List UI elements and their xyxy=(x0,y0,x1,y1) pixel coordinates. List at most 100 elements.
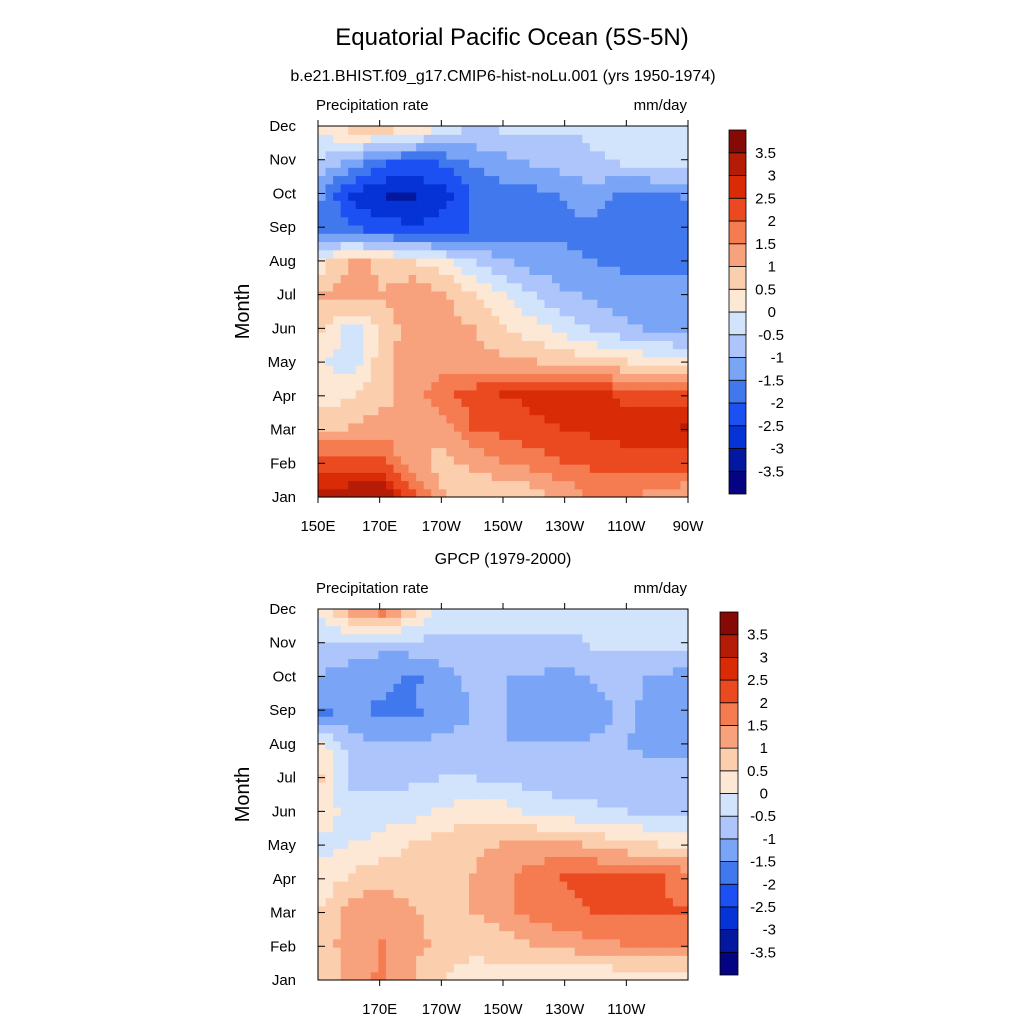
heatmap-cell xyxy=(665,782,674,791)
heatmap-cell xyxy=(370,848,380,857)
heatmap-cell xyxy=(506,249,515,259)
heatmap-cell xyxy=(665,963,674,973)
heatmap-cell xyxy=(665,633,674,643)
heatmap-cell xyxy=(385,641,395,651)
heatmap-cell xyxy=(401,183,410,193)
heatmap-cell xyxy=(514,307,523,317)
heatmap-cell xyxy=(438,373,447,383)
heatmap-cell xyxy=(453,241,463,251)
heatmap-cell xyxy=(635,431,644,440)
heatmap-cell xyxy=(491,740,500,750)
heatmap-cell xyxy=(680,864,689,874)
heatmap-cell xyxy=(393,872,402,882)
heatmap-cell xyxy=(318,971,327,981)
heatmap-cell xyxy=(378,765,387,775)
heatmap-cell xyxy=(340,447,349,457)
heatmap-cell xyxy=(635,299,644,308)
heatmap-cell xyxy=(363,617,372,627)
heatmap-cell xyxy=(453,398,463,407)
heatmap-cell xyxy=(355,150,364,160)
heatmap-cell xyxy=(582,798,591,808)
heatmap-cell xyxy=(521,447,531,457)
heatmap-cell xyxy=(627,356,636,366)
heatmap-cell xyxy=(544,332,553,341)
heatmap-cell xyxy=(552,480,561,490)
heatmap-cell xyxy=(642,158,651,168)
heatmap-cell xyxy=(627,167,636,177)
heatmap-cell xyxy=(650,922,659,932)
heatmap-cell xyxy=(370,955,380,965)
heatmap-cell xyxy=(491,233,500,243)
heatmap-cell xyxy=(620,782,629,791)
heatmap-cell xyxy=(401,282,410,292)
colorbar-swatch xyxy=(719,656,739,681)
heatmap-cell xyxy=(333,241,342,251)
heatmap-cell xyxy=(567,315,576,325)
heatmap-cell xyxy=(635,815,644,824)
heatmap-cell xyxy=(333,674,342,684)
heatmap-cell xyxy=(642,625,651,635)
heatmap-cell xyxy=(552,625,561,635)
heatmap-cell xyxy=(333,307,342,317)
heatmap-cell xyxy=(416,142,425,152)
heatmap-cell xyxy=(506,691,515,701)
heatmap-cell xyxy=(408,257,417,267)
heatmap-cell xyxy=(476,955,485,965)
heatmap-cell xyxy=(423,699,432,709)
heatmap-cell xyxy=(612,815,621,824)
heatmap-cell xyxy=(604,905,614,915)
heatmap-cell xyxy=(318,167,327,177)
heatmap-cell xyxy=(559,699,568,709)
heatmap-cell xyxy=(574,773,583,783)
heatmap-cell xyxy=(423,191,432,201)
heatmap-cell xyxy=(499,922,508,932)
heatmap-cell xyxy=(529,356,538,366)
heatmap-cell xyxy=(620,455,629,465)
heatmap-cell xyxy=(340,947,349,956)
heatmap-cell xyxy=(612,955,621,965)
heatmap-cell xyxy=(536,323,546,333)
heatmap-cell xyxy=(453,699,463,709)
heatmap-cell xyxy=(650,472,659,482)
heatmap-cell xyxy=(604,732,614,742)
heatmap-cell xyxy=(514,839,523,849)
heatmap-cell xyxy=(416,650,425,660)
heatmap-cell xyxy=(506,839,515,849)
heatmap-cell xyxy=(499,348,508,358)
x-tick-label: 130W xyxy=(545,518,585,535)
heatmap-cell xyxy=(521,955,531,965)
heatmap-cell xyxy=(401,691,410,701)
heatmap-cell xyxy=(604,126,614,135)
heatmap-cell xyxy=(461,905,470,915)
heatmap-cell xyxy=(589,889,598,899)
heatmap-cell xyxy=(348,414,357,424)
heatmap-cell xyxy=(491,257,500,267)
heatmap-cell xyxy=(642,971,651,981)
heatmap-cell xyxy=(574,472,583,482)
heatmap-cell xyxy=(446,274,455,284)
heatmap-cell xyxy=(650,315,659,325)
heatmap-cell xyxy=(582,757,591,767)
heatmap-cell xyxy=(514,208,523,218)
heatmap-cell xyxy=(393,406,402,416)
heatmap-cell xyxy=(348,257,357,267)
heatmap-cell xyxy=(416,480,425,490)
heatmap-cell xyxy=(461,142,470,152)
heatmap-cell xyxy=(318,191,327,201)
heatmap-cell xyxy=(416,365,425,374)
heatmap-cell xyxy=(612,930,621,940)
heatmap-cell xyxy=(340,414,349,424)
heatmap-cell xyxy=(536,922,546,932)
heatmap-cell xyxy=(325,158,334,168)
heatmap-cell xyxy=(544,864,553,874)
heatmap-cell xyxy=(499,666,508,676)
heatmap-cell xyxy=(348,332,357,341)
heatmap-cell xyxy=(363,398,372,407)
heatmap-cell xyxy=(438,889,447,899)
colorbar-swatch xyxy=(719,702,739,726)
heatmap-cell xyxy=(348,241,357,251)
heatmap-cell xyxy=(438,142,447,152)
heatmap-cell xyxy=(665,699,674,709)
heatmap-cell xyxy=(559,290,568,300)
heatmap-cell xyxy=(423,365,432,374)
